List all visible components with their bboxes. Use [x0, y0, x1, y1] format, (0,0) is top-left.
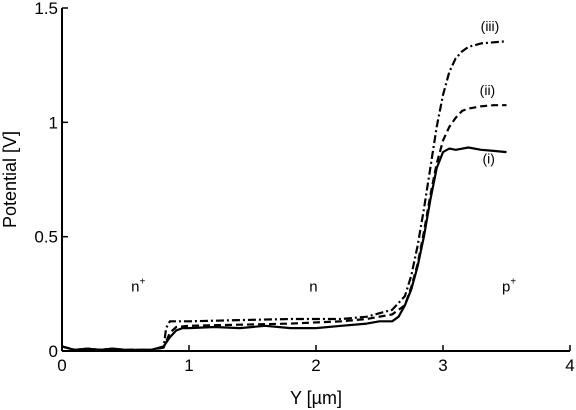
y-tick-label: 1: [49, 113, 58, 132]
ticks-layer: 0 1 2 3 4 0 0.5 1 1.5: [34, 0, 574, 375]
curve-label: (ii): [480, 82, 496, 98]
x-axis-title: Y [µm]: [290, 388, 342, 408]
series-line: [61, 104, 507, 351]
series-line: [61, 146, 507, 351]
series-layer: [61, 40, 507, 351]
region-label: n+: [131, 277, 145, 296]
region-label-superscript: +: [139, 277, 145, 288]
x-tick-label: 1: [184, 356, 193, 375]
labels-layer: Y [µm] Potential [V]: [0, 131, 342, 408]
region-label: p+: [502, 277, 516, 296]
x-tick-label: 3: [438, 356, 447, 375]
y-tick-label: 1.5: [34, 0, 58, 18]
region-label: n: [309, 279, 317, 296]
region-label-superscript: +: [510, 277, 516, 288]
y-axis-title: Potential [V]: [0, 131, 20, 228]
x-tick-label: 2: [311, 356, 320, 375]
y-tick-label: 0.5: [34, 228, 58, 247]
series-line: [61, 40, 507, 351]
x-tick-label: 0: [57, 356, 66, 375]
y-tick-label: 0: [49, 342, 58, 361]
axes-layer: [61, 8, 570, 352]
annotation-layer: (iii) (ii) (i) n+ n p+: [131, 18, 516, 296]
x-tick-label: 4: [565, 356, 574, 375]
curve-label: (i): [483, 150, 495, 166]
curve-label: (iii): [481, 18, 500, 34]
